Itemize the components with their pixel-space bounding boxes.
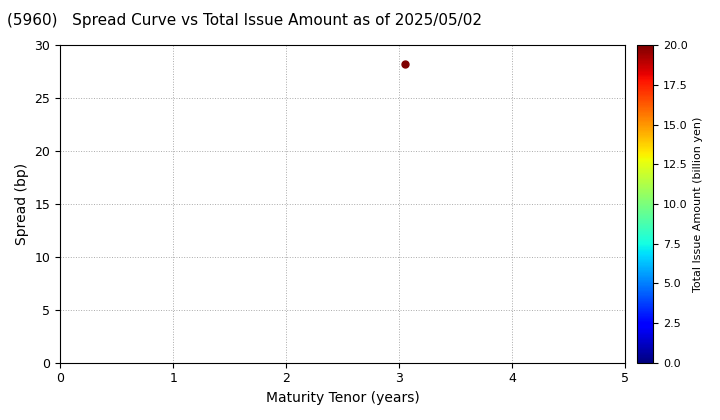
Y-axis label: Total Issue Amount (billion yen): Total Issue Amount (billion yen)	[693, 116, 703, 291]
Text: (5960)   Spread Curve vs Total Issue Amount as of 2025/05/02: (5960) Spread Curve vs Total Issue Amoun…	[7, 13, 482, 28]
X-axis label: Maturity Tenor (years): Maturity Tenor (years)	[266, 391, 420, 405]
Point	[399, 61, 410, 68]
Y-axis label: Spread (bp): Spread (bp)	[15, 163, 29, 245]
